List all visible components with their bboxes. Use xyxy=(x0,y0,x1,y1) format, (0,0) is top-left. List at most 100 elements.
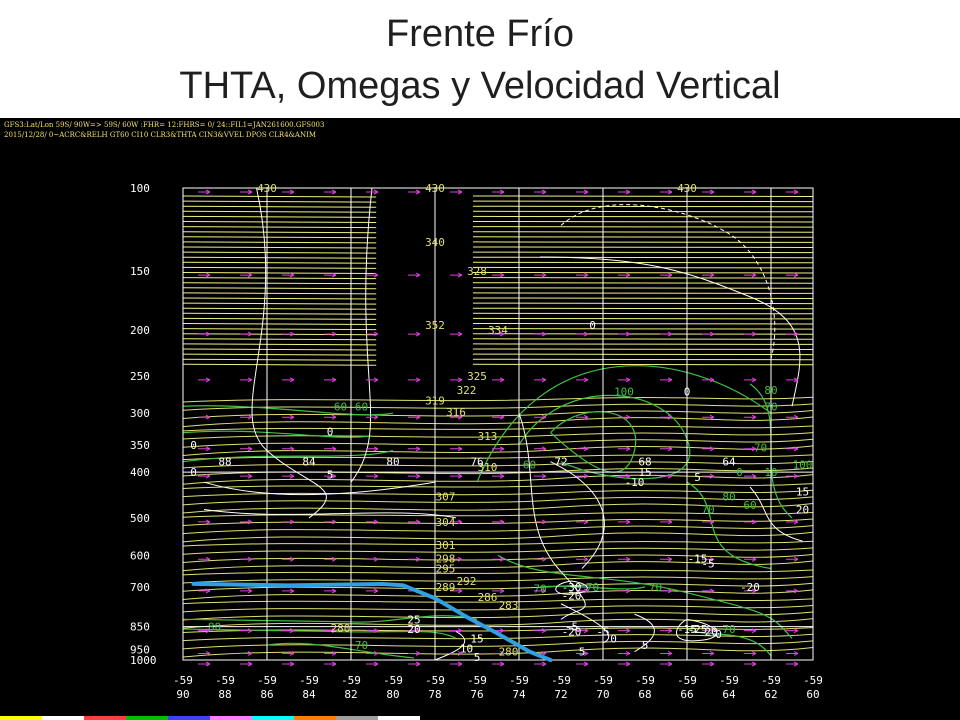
wind-arrow xyxy=(198,661,211,667)
wind-arrow xyxy=(618,377,631,383)
theta-line xyxy=(182,460,814,469)
wind-arrow xyxy=(702,189,715,195)
wind-arrow xyxy=(534,189,547,195)
wind-arrow xyxy=(240,588,253,594)
wind-arrow xyxy=(450,588,463,594)
wind-arrow xyxy=(786,556,799,562)
theta-line xyxy=(182,302,814,305)
wind-arrow xyxy=(198,473,211,479)
omega-label: 5 xyxy=(642,639,649,652)
omega-line xyxy=(550,461,605,569)
theta-line xyxy=(182,496,814,506)
theta-line xyxy=(182,343,814,346)
x-tick-label-lat: -59 xyxy=(425,674,445,687)
wind-arrow xyxy=(408,556,421,562)
theta-line xyxy=(182,358,814,361)
wind-arrow xyxy=(744,473,757,479)
y-tick-label: 1000 xyxy=(130,654,157,667)
x-tick-label-lat: -59 xyxy=(803,674,823,687)
theta-label: 280 xyxy=(499,646,519,659)
theta-line xyxy=(182,547,814,555)
plot-frame xyxy=(182,187,814,661)
theta-label: 430 xyxy=(677,182,697,195)
color-strip-segment xyxy=(378,716,420,720)
wind-arrow xyxy=(702,588,715,594)
wind-arrow xyxy=(324,651,337,656)
relh-label: 80 xyxy=(208,621,221,634)
omega-label: 10 xyxy=(460,642,473,655)
wind-arrow xyxy=(492,414,505,420)
omega-label: 80 xyxy=(386,456,399,469)
y-tick-label: 950 xyxy=(130,643,150,656)
relh-contours xyxy=(182,365,793,659)
wind-arrow xyxy=(744,519,757,525)
wind-arrow xyxy=(198,446,211,452)
omega-label: -20 xyxy=(698,625,718,638)
y-tick-label: 400 xyxy=(130,466,150,479)
theta-line xyxy=(182,282,814,285)
wind-arrow xyxy=(744,661,757,667)
wind-arrow xyxy=(240,473,253,479)
wind-arrow xyxy=(702,473,715,479)
theta-line xyxy=(182,226,814,229)
omega-line xyxy=(634,613,655,653)
theta-line xyxy=(182,569,814,576)
wind-arrow xyxy=(282,661,295,667)
x-tick-label-lat: -59 xyxy=(299,674,319,687)
wind-arrow xyxy=(408,628,421,634)
wind-arrow xyxy=(324,446,337,452)
x-tick-label-lon: 62 xyxy=(764,688,777,701)
wind-arrow xyxy=(744,272,757,278)
wind-arrow xyxy=(408,377,421,383)
theta-label: 352 xyxy=(425,319,445,332)
wind-arrow xyxy=(786,377,799,383)
color-strip-segment xyxy=(0,716,42,720)
wind-arrow xyxy=(492,661,505,667)
relh-line xyxy=(497,554,793,639)
wind-arrow xyxy=(660,189,673,195)
omega-line xyxy=(749,486,803,542)
y-tick-label: 300 xyxy=(130,407,150,420)
wind-arrow xyxy=(618,628,631,634)
y-tick-label: 250 xyxy=(130,370,150,383)
wind-arrow xyxy=(576,556,589,562)
color-strip-segment xyxy=(42,716,84,720)
wind-arrow xyxy=(576,377,589,383)
wind-arrow xyxy=(450,189,463,195)
wind-arrow xyxy=(450,519,463,525)
wind-arrow xyxy=(618,588,631,594)
theta-line xyxy=(182,297,814,300)
wind-arrow xyxy=(576,651,589,656)
x-tick-label-lon: 80 xyxy=(386,688,399,701)
omega-label: -15 xyxy=(677,623,697,636)
x-tick-label-lon: 68 xyxy=(638,688,651,701)
theta-line xyxy=(182,396,814,403)
cross-section-panel: GFS3:Lat/Lon 59S/ 90W=> 59S/ 60W :FHR= 1… xyxy=(0,118,960,720)
theta-line xyxy=(182,272,814,274)
omega-label: -5 xyxy=(701,558,714,571)
x-tick-label-lon: 78 xyxy=(428,688,441,701)
wind-arrow xyxy=(660,651,673,656)
theta-line xyxy=(182,241,814,244)
wind-arrow xyxy=(618,651,631,656)
wind-arrow xyxy=(702,446,715,452)
wind-arrow xyxy=(576,189,589,195)
theta-line xyxy=(182,312,814,315)
wind-arrow xyxy=(324,473,337,479)
theta-line xyxy=(182,323,814,325)
wind-arrow xyxy=(408,414,421,420)
omega-line xyxy=(203,481,436,495)
theta-line xyxy=(182,210,814,213)
wind-arrow xyxy=(408,661,421,667)
omega-label: -15 xyxy=(688,553,708,566)
theta-line xyxy=(182,195,814,198)
wind-arrow xyxy=(534,473,547,479)
wind-arrow xyxy=(324,519,337,525)
wind-arrow xyxy=(324,272,337,278)
omega-label: -5 xyxy=(565,621,578,634)
wind-arrow xyxy=(576,272,589,278)
wind-arrow xyxy=(198,377,211,383)
omega-label: 20 xyxy=(407,623,420,636)
theta-label: 298 xyxy=(436,553,456,566)
x-tick-label-lat: -59 xyxy=(341,674,361,687)
